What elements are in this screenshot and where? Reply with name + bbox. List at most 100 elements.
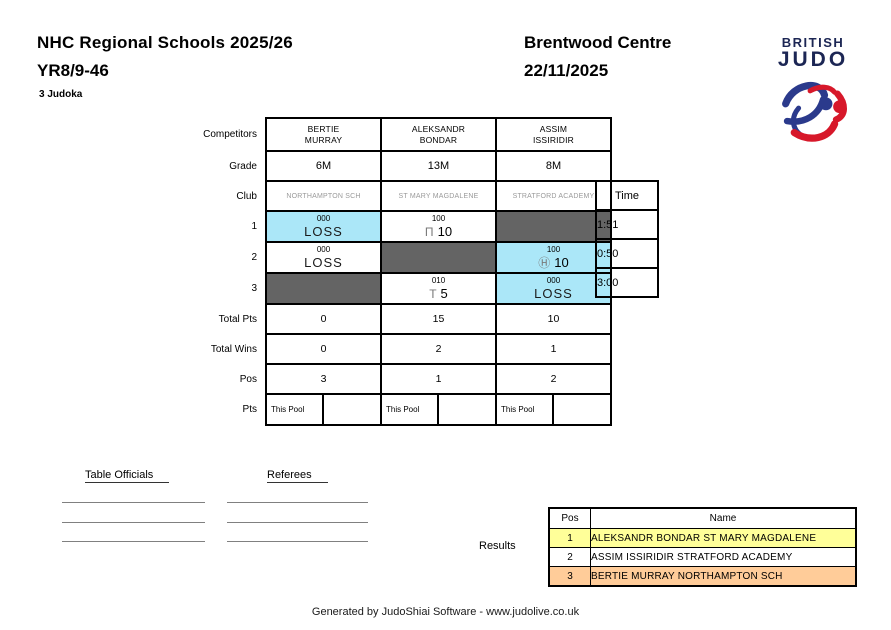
generator-credit: Generated by JudoShiai Software - www.ju… [311, 606, 580, 618]
match-row-1: 1 000 LOSS 100 Π 10 [197, 210, 612, 243]
total-pts-cell: 10 [495, 303, 612, 335]
logo-text-judo: JUDO [777, 48, 849, 71]
results-col-name: Name [590, 507, 857, 529]
row-label-pts: Pts [242, 404, 257, 415]
competitors-row: Competitors BERTIE MURRAY ALEKSANDR BOND… [197, 117, 612, 152]
grade-cell: 6M [265, 150, 382, 182]
total-pts-row: Total Pts 0 15 10 [197, 303, 612, 335]
club-cell: NORTHAMPTON SCH [265, 180, 382, 212]
competitor-name: ALEKSANDR BONDAR [380, 117, 497, 152]
results-row-2: 2 ASSIM ISSIRIDIR STRATFORD ACADEMY [548, 547, 857, 567]
loss-text: LOSS [534, 286, 573, 301]
win-points: 10 [554, 254, 569, 270]
pool-table: Competitors BERTIE MURRAY ALEKSANDR BOND… [197, 117, 612, 426]
row-label-club: Club [236, 190, 257, 202]
signature-line [227, 522, 368, 523]
win-symbol: Ⓗ [538, 255, 551, 270]
score-code: 010 [431, 275, 446, 285]
win-points: 10 [437, 223, 453, 239]
match-cell-win: 100 Ⓗ 10 [495, 241, 612, 274]
score-code: 000 [316, 214, 331, 223]
table-officials-label: Table Officials [85, 469, 170, 483]
pos-row: Pos 3 1 2 [197, 363, 612, 395]
this-pool-label: This Pool [267, 395, 324, 424]
results-table: Pos Name 1 ALEKSANDR BONDAR ST MARY MAGD… [548, 507, 857, 587]
this-pool-label: This Pool [382, 395, 439, 424]
score-code: 100 [431, 213, 446, 223]
pts-cell: This Pool [495, 393, 612, 426]
competitor-name: BERTIE MURRAY [265, 117, 382, 152]
results-row-1: 1 ALEKSANDR BONDAR ST MARY MAGDALENE [548, 528, 857, 548]
this-pool-label: This Pool [497, 395, 554, 424]
blocked-cell [380, 241, 497, 274]
competitor-first-name: ALEKSANDR [411, 123, 466, 134]
logo-text-british: BRITISH [781, 35, 845, 50]
match-time: 0:50 [595, 238, 659, 269]
club-cell: ST MARY MAGDALENE [380, 180, 497, 212]
score-code: 000 [316, 245, 331, 254]
grade-row: Grade 6M 13M 8M [197, 150, 612, 182]
win-points: 5 [440, 285, 448, 301]
result-pos: 3 [548, 566, 591, 587]
grade-cell: 8M [495, 150, 612, 182]
competitor-last-name: ISSIRIDIR [532, 134, 574, 145]
result-name: BERTIE MURRAY NORTHAMPTON SCH [590, 566, 857, 587]
pos-cell: 3 [265, 363, 382, 395]
time-column: Time 1:51 0:50 3:00 [595, 180, 659, 298]
category-title: YR8/9-46 [37, 61, 109, 80]
match-cell-loss: 000 LOSS [265, 241, 382, 274]
venue-name: Brentwood Centre [524, 33, 672, 52]
judoka-count: 3 Judoka [39, 89, 83, 100]
match-time: 1:51 [595, 209, 659, 240]
pts-blank [439, 395, 496, 424]
pts-cell: This Pool [380, 393, 497, 426]
signature-line [227, 541, 368, 542]
competitor-first-name: BERTIE [307, 123, 340, 134]
club-cell: STRATFORD ACADEMY [495, 180, 612, 212]
pts-blank [324, 395, 381, 424]
match-number: 2 [251, 252, 257, 263]
row-label-grade: Grade [229, 160, 257, 172]
pts-blank [554, 395, 611, 424]
results-row-3: 3 BERTIE MURRAY NORTHAMPTON SCH [548, 566, 857, 587]
results-label: Results [479, 540, 516, 552]
pts-row: Pts This Pool This Pool This Pool [197, 393, 612, 426]
total-wins-cell: 0 [265, 333, 382, 365]
total-pts-cell: 15 [380, 303, 497, 335]
row-label-total-wins: Total Wins [210, 343, 257, 355]
pts-cell: This Pool [265, 393, 382, 426]
competitor-first-name: ASSIM [539, 123, 568, 134]
time-header: Time [595, 180, 659, 211]
match-number: 3 [251, 283, 257, 294]
result-name: ALEKSANDR BONDAR ST MARY MAGDALENE [590, 528, 857, 548]
results-header-row: Pos Name [548, 507, 857, 529]
blocked-cell [265, 272, 382, 305]
result-name: ASSIM ISSIRIDIR STRATFORD ACADEMY [590, 547, 857, 567]
win-symbol: T [429, 286, 437, 301]
referees-label: Referees [267, 469, 328, 483]
competitor-last-name: BONDAR [419, 134, 458, 145]
signature-line [62, 522, 205, 523]
competitor-last-name: MURRAY [304, 134, 343, 145]
total-pts-cell: 0 [265, 303, 382, 335]
match-cell-win: 100 Π 10 [380, 210, 497, 243]
blocked-cell [495, 210, 612, 243]
score-code: 100 [546, 244, 561, 254]
event-date: 22/11/2025 [524, 61, 609, 80]
win-symbol: Π [424, 224, 434, 239]
total-wins-row: Total Wins 0 2 1 [197, 333, 612, 365]
loss-text: LOSS [304, 255, 343, 270]
event-title: NHC Regional Schools 2025/26 [37, 33, 293, 52]
signature-line [62, 502, 205, 503]
pos-cell: 2 [495, 363, 612, 395]
match-row-2: 2 000 LOSS 100 Ⓗ 10 [197, 241, 612, 274]
competitor-name: ASSIM ISSIRIDIR [495, 117, 612, 152]
result-pos: 1 [548, 528, 591, 548]
club-row: Club NORTHAMPTON SCH ST MARY MAGDALENE S… [197, 180, 612, 212]
british-judo-logo: BRITISH JUDO [770, 36, 856, 152]
score-code: 000 [546, 276, 561, 285]
signature-line [227, 502, 368, 503]
